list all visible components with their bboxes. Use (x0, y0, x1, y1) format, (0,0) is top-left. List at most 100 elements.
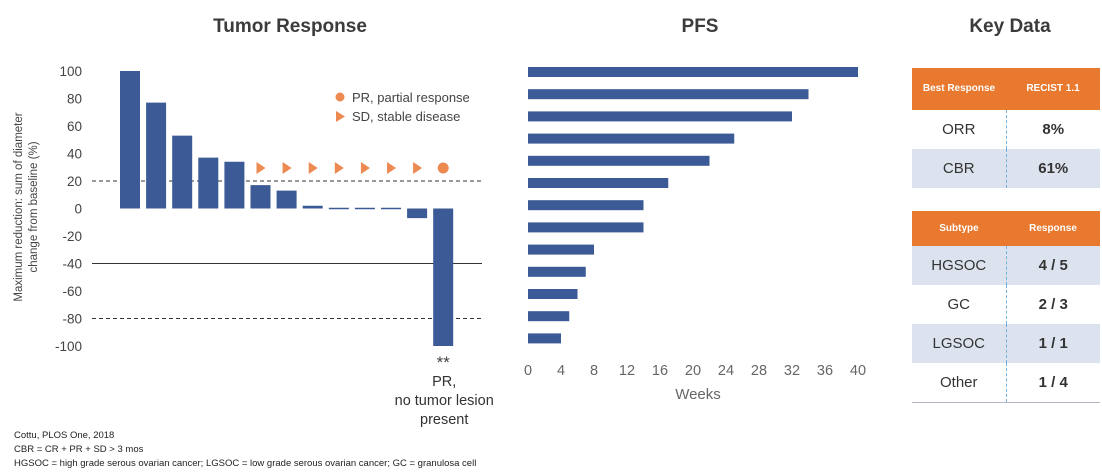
best-response-header: Best Response RECIST 1.1 (912, 68, 1100, 110)
table-row: HGSOC 4 / 5 (912, 246, 1100, 285)
y-tick-label: 40 (67, 147, 82, 162)
tumor-response-chart: 100 80 60 40 20 0 -20 -40 -60 -80 -100 Maximum redu… (13, 64, 494, 428)
row-value: 61% (1038, 159, 1069, 177)
row-value: 4 / 5 (1038, 256, 1068, 274)
pfs-bar (528, 266, 586, 277)
key-data-title: Key Data (969, 16, 1051, 37)
waterfall-bar (407, 208, 428, 219)
pr-marker (437, 162, 449, 174)
pfs-bar (528, 155, 710, 166)
row-label: Other (912, 363, 1007, 402)
waterfall-bar (120, 71, 140, 209)
table-row: GC 2 / 3 (912, 285, 1100, 324)
pfs-bar (528, 244, 594, 255)
pfs-title: PFS (681, 16, 719, 37)
y-axis-label-line1: Maximum reduction: sum of diameter (13, 112, 25, 301)
footnote-cbr: CBR = CR + PR + SD > 3 mos (14, 444, 144, 455)
waterfall-bar (146, 102, 167, 209)
subtype-table: Subtype Response HGSOC 4 / 5 GC 2 / 3 LG… (912, 211, 1100, 403)
row-value: 8% (1042, 120, 1065, 138)
x-tick-label: 32 (784, 363, 800, 379)
row-value: 1 / 1 (1038, 334, 1068, 352)
sd-marker (387, 162, 396, 174)
waterfall-bar (250, 185, 271, 209)
x-tick-label: 12 (619, 363, 635, 379)
pfs-bar (528, 111, 792, 122)
pfs-bar (528, 222, 644, 233)
row-value: 1 / 4 (1038, 373, 1068, 391)
header-response: Response (1029, 222, 1077, 234)
annotation-line: present (420, 412, 468, 428)
legend-pr-symbol (335, 92, 345, 102)
pfs-bar (528, 133, 735, 144)
legend-sd-label: SD, stable disease (352, 109, 460, 124)
x-axis-label: Weeks (675, 386, 721, 403)
header-best-response: Best Response (922, 83, 996, 95)
tumor-response-title: Tumor Response (213, 16, 367, 37)
y-tick-label: -60 (62, 284, 82, 299)
waterfall-bar (328, 207, 349, 210)
pfs-bar (528, 178, 669, 188)
annotation-stars: ** (437, 353, 451, 372)
footnote-abbreviations: HGSOC = high grade serous ovarian cancer… (14, 458, 477, 469)
table-row: CBR 61% (912, 149, 1100, 188)
y-tick-label: -80 (62, 312, 82, 327)
sd-marker (360, 162, 370, 174)
x-tick-label: 28 (751, 363, 767, 379)
best-response-table: Best Response RECIST 1.1 ORR 8% CBR 61% (912, 68, 1100, 188)
annotation-line: PR, (432, 374, 456, 390)
waterfall-bar (224, 161, 245, 209)
legend-pr-label: PR, partial response (352, 90, 470, 105)
row-label: ORR (912, 110, 1007, 149)
waterfall-bar (198, 157, 219, 209)
x-tick-label: 16 (652, 363, 668, 379)
pfs-bar (528, 67, 858, 77)
pfs-bar (528, 200, 644, 211)
sd-marker (282, 162, 292, 174)
y-tick-label: 0 (74, 202, 82, 217)
y-tick-label: -20 (62, 229, 82, 244)
y-tick-label: 60 (67, 119, 82, 134)
pfs-bar (528, 289, 578, 299)
subtype-header: Subtype Response (912, 211, 1100, 246)
row-label: GC (912, 285, 1007, 324)
legend-sd-symbol (336, 111, 345, 122)
sd-marker (256, 162, 266, 174)
pfs-bar (528, 89, 809, 100)
y-tick-label: 80 (67, 92, 82, 107)
x-tick-label: 4 (557, 363, 565, 379)
y-tick-label: 20 (67, 174, 82, 189)
x-tick-label: 20 (685, 363, 701, 379)
row-value: 2 / 3 (1038, 295, 1068, 313)
x-tick-label: 24 (718, 363, 734, 379)
y-tick-label: 100 (59, 64, 82, 79)
y-tick-label: -100 (55, 339, 82, 354)
waterfall-bar (354, 207, 375, 210)
sd-marker (334, 162, 344, 174)
sd-marker (308, 162, 318, 174)
y-tick-label: -40 (62, 257, 82, 272)
pfs-bar (528, 311, 570, 322)
table-row: ORR 8% (912, 110, 1100, 149)
x-tick-label: 36 (817, 363, 833, 379)
footnote-citation: Cottu, PLOS One, 2018 (14, 430, 115, 441)
waterfall-bar (381, 207, 401, 210)
x-tick-label: 0 (524, 363, 532, 379)
table-row: LGSOC 1 / 1 (912, 324, 1100, 363)
table-row: Other 1 / 4 (912, 363, 1100, 403)
row-label: LGSOC (912, 324, 1007, 363)
waterfall-bar (172, 135, 193, 209)
waterfall-bar (276, 190, 297, 209)
row-label: HGSOC (912, 246, 1007, 285)
x-tick-label: 40 (850, 363, 866, 379)
x-tick-label: 8 (590, 363, 598, 379)
waterfall-bar (433, 208, 454, 346)
header-subtype: Subtype (939, 222, 979, 234)
y-axis-label-line2: change from baseline (%) (28, 141, 40, 272)
row-label: CBR (912, 149, 1007, 188)
sd-marker (413, 162, 423, 174)
pfs-chart: 0 4 8 12 16 20 24 28 32 36 40 Weeks (524, 67, 866, 403)
pfs-bar (528, 333, 561, 344)
annotation-line: no tumor lesion (395, 393, 494, 409)
